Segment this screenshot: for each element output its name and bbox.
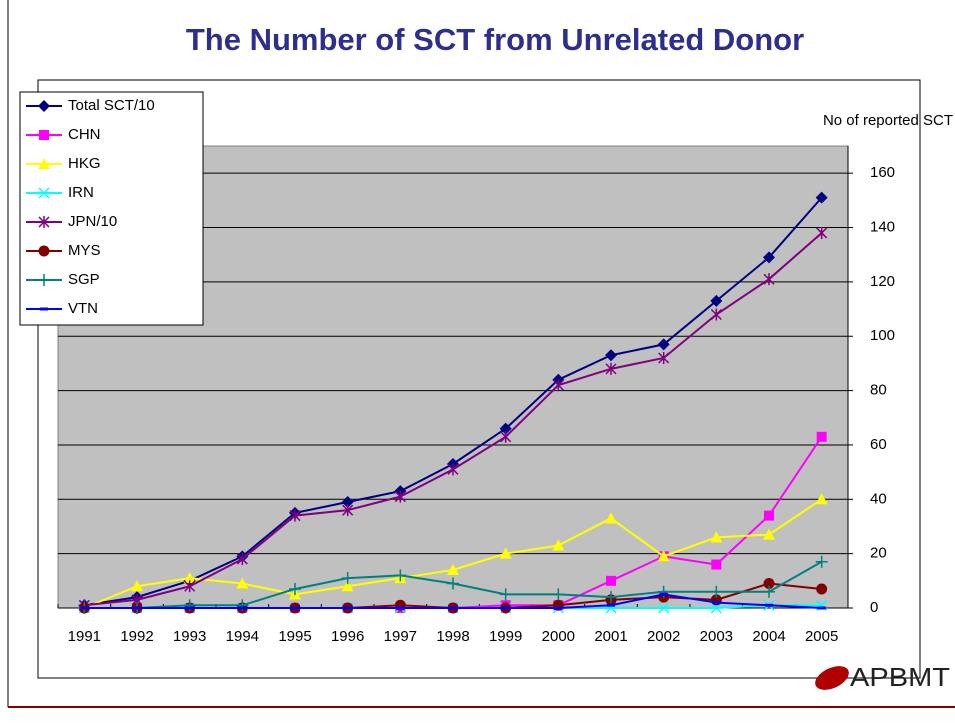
legend-label: IRN: [68, 184, 94, 201]
x-tick-label: 1995: [278, 628, 311, 645]
marker: [183, 572, 196, 584]
x-tick-label: 1992: [120, 628, 153, 645]
marker: [38, 187, 50, 199]
marker: [39, 130, 49, 140]
x-tick-label: 1996: [331, 628, 364, 645]
marker: [710, 294, 723, 307]
marker: [763, 273, 775, 286]
legend-label: VTN: [68, 300, 98, 317]
marker: [605, 591, 617, 604]
marker: [38, 158, 50, 169]
marker: [710, 602, 722, 614]
marker: [815, 493, 828, 505]
marker: [236, 577, 249, 589]
marker: [236, 553, 248, 566]
logo-icon: [815, 666, 849, 690]
marker: [815, 191, 828, 204]
marker: [763, 251, 775, 264]
x-tick-label: 2000: [542, 628, 575, 645]
marker: [711, 559, 722, 570]
legend-label: SGP: [68, 271, 100, 288]
x-tick-label: 2005: [805, 628, 838, 645]
marker: [499, 588, 512, 601]
x-tick-label: 2002: [647, 628, 680, 645]
x-tick-label: 2004: [752, 628, 785, 645]
y-tick-label: 0: [870, 599, 878, 616]
marker: [763, 585, 775, 598]
marker: [38, 216, 50, 228]
marker: [764, 510, 774, 521]
marker: [552, 539, 565, 551]
marker: [605, 362, 617, 375]
x-tick-label: 2003: [700, 628, 733, 645]
legend-label: HKG: [68, 155, 101, 172]
marker: [394, 569, 407, 582]
logo: APBMT: [815, 662, 950, 692]
chart-frame: [37, 79, 921, 679]
marker: [447, 577, 459, 590]
marker: [447, 463, 459, 476]
marker: [499, 422, 512, 435]
marker: [341, 572, 354, 585]
marker: [341, 580, 354, 592]
marker: [657, 338, 670, 351]
marker: [447, 563, 459, 575]
y-tick-label: 20: [870, 545, 887, 562]
marker: [394, 490, 406, 503]
legend-label: MYS: [68, 242, 101, 259]
marker: [658, 602, 670, 614]
x-tick-label: 2001: [594, 628, 627, 645]
y-axis-label: No of reported SCT: [823, 112, 953, 129]
marker: [38, 100, 50, 112]
legend-label: Total SCT/10: [68, 97, 155, 114]
y-tick-label: 40: [870, 490, 887, 507]
marker: [816, 431, 827, 442]
marker: [552, 379, 564, 392]
marker: [289, 509, 301, 522]
logo-text: APBMT: [850, 662, 950, 692]
marker: [342, 504, 354, 517]
y-tick-label: 60: [870, 436, 887, 453]
legend-label: CHN: [68, 126, 101, 143]
marker: [816, 583, 828, 595]
marker: [38, 274, 50, 286]
x-tick-label: 1991: [68, 628, 101, 645]
chart-title: The Number of SCT from Unrelated Donor: [186, 22, 804, 57]
legend-label: JPN/10: [68, 213, 117, 230]
marker: [606, 575, 616, 586]
marker: [763, 528, 775, 540]
y-tick-label: 140: [870, 218, 895, 235]
marker: [499, 547, 512, 559]
x-tick-label: 1997: [384, 628, 417, 645]
marker: [500, 430, 512, 443]
x-tick-label: 1993: [173, 628, 206, 645]
legend-box: [19, 91, 204, 326]
marker: [657, 550, 670, 562]
marker: [710, 308, 722, 321]
marker: [763, 578, 775, 590]
marker: [289, 582, 301, 595]
x-tick-label: 1994: [226, 628, 259, 645]
y-tick-label: 120: [870, 273, 895, 290]
marker: [710, 585, 723, 598]
marker: [38, 245, 50, 257]
marker: [184, 580, 196, 593]
marker: [710, 531, 723, 543]
x-tick-label: 1998: [436, 628, 469, 645]
marker: [815, 555, 828, 568]
x-tick-label: 1999: [489, 628, 522, 645]
marker: [552, 588, 565, 601]
marker: [605, 349, 617, 362]
y-tick-label: 80: [870, 382, 887, 399]
marker: [658, 351, 670, 364]
marker: [816, 226, 828, 239]
y-tick-label: 160: [870, 164, 895, 181]
y-tick-label: 100: [870, 327, 895, 344]
marker: [341, 496, 354, 509]
marker: [131, 580, 143, 592]
marker: [605, 512, 617, 524]
